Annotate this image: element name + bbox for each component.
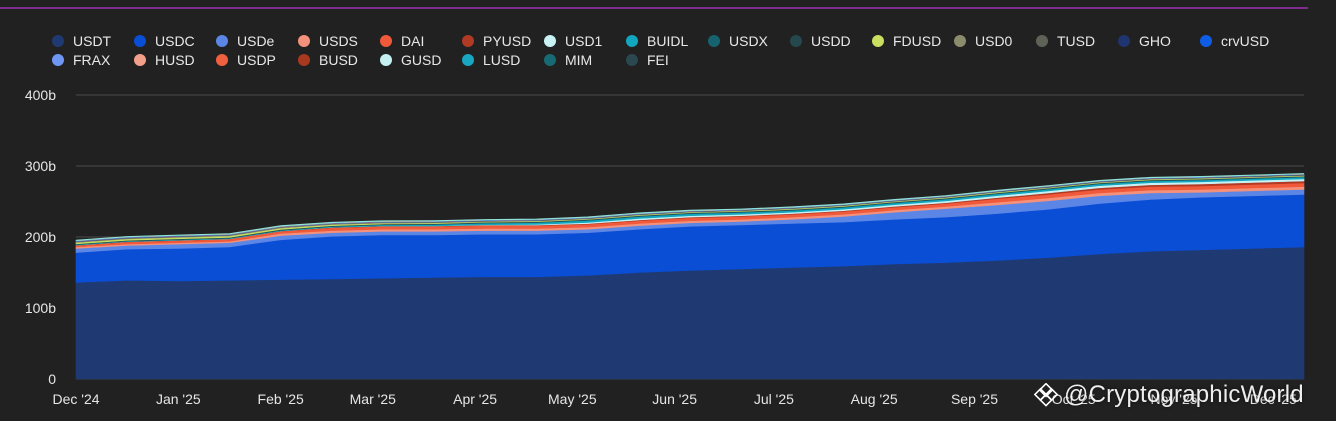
legend-label: USDC [155, 32, 195, 49]
y-tick-label: 0 [48, 371, 56, 387]
x-tick-label: Jun '25 [652, 391, 697, 407]
y-tick-label: 200b [25, 229, 56, 245]
legend-label: USD0 [975, 32, 1013, 49]
legend-item-usds[interactable]: USDS [298, 32, 380, 49]
legend-swatch [1200, 34, 1212, 47]
legend-item-usde[interactable]: USDe [216, 32, 298, 49]
legend-label: USDe [237, 32, 275, 49]
x-tick-label: Dec '25 [1250, 391, 1297, 407]
x-tick-label: Feb '25 [258, 391, 304, 407]
legend-label: USDP [237, 51, 276, 68]
legend-item-usdx[interactable]: USDX [708, 32, 790, 49]
legend-item-usdp[interactable]: USDP [216, 51, 298, 68]
legend-swatch [544, 34, 556, 47]
legend-swatch [134, 53, 146, 66]
watermark-text: @CryptographicWorld [1064, 381, 1304, 408]
area-top-edge [75, 173, 1305, 241]
legend-swatch [298, 34, 310, 47]
legend-swatch [1118, 34, 1130, 47]
x-tick-label: Apr '25 [453, 391, 497, 407]
legend-item-fei[interactable]: FEI [626, 51, 708, 68]
legend-swatch [1036, 34, 1048, 47]
legend-swatch [462, 53, 474, 66]
legend-item-husd[interactable]: HUSD [134, 51, 216, 68]
legend-item-usdt[interactable]: USDT [52, 32, 134, 49]
legend-item-mim[interactable]: MIM [544, 51, 626, 68]
legend-label: FEI [647, 51, 669, 68]
legend-label: BUSD [319, 51, 358, 68]
legend-item-fdusd[interactable]: FDUSD [872, 32, 954, 49]
legend-item-gho[interactable]: GHO [1118, 32, 1200, 49]
legend-item-crvusd[interactable]: crvUSD [1200, 32, 1282, 49]
legend-swatch [626, 53, 638, 66]
axis-layer: 0 100b 200b 300b 400b Dec '24 Jan '25 Feb '25 Ma… [25, 87, 1297, 407]
legend-label: USDX [729, 32, 768, 49]
y-tick-label: 300b [25, 158, 56, 174]
legend-label: USDS [319, 32, 358, 49]
legend-label: TUSD [1057, 32, 1096, 49]
x-tick-label: Oct '25 [1052, 391, 1096, 407]
legend-swatch [380, 34, 392, 47]
legend-item-pyusd[interactable]: PYUSD [462, 32, 544, 49]
x-tick-label: Nov '25 [1151, 391, 1198, 407]
legend-swatch [134, 34, 146, 47]
legend-item-usd1[interactable]: USD1 [544, 32, 626, 49]
legend-swatch [872, 34, 884, 47]
x-tick-label: Jul '25 [754, 391, 794, 407]
x-tick-label: May '25 [548, 391, 597, 407]
legend-label: USDD [811, 32, 851, 49]
legend-swatch [380, 53, 392, 66]
legend-swatch [544, 53, 556, 66]
legend-swatch [216, 34, 228, 47]
legend-item-buidl[interactable]: BUIDL [626, 32, 708, 49]
legend-item-busd[interactable]: BUSD [298, 51, 380, 68]
legend-swatch [52, 34, 64, 47]
legend-label: GUSD [401, 51, 442, 68]
y-tick-label: 400b [25, 87, 56, 103]
legend-swatch [462, 34, 474, 47]
x-tick-label: Mar '25 [350, 391, 396, 407]
legend-swatch [790, 34, 802, 47]
legend-swatch [708, 34, 720, 47]
legend-item-usdd[interactable]: USDD [790, 32, 872, 49]
top-accent-line [0, 7, 1308, 9]
watermark: @CryptographicWorld [1034, 381, 1304, 409]
x-tick-label: Sep '25 [951, 391, 998, 407]
legend-item-frax[interactable]: FRAX [52, 51, 134, 68]
legend-label: FDUSD [893, 32, 942, 49]
legend-label: MIM [565, 51, 593, 68]
x-tick-label: Aug '25 [851, 391, 898, 407]
legend-item-lusd[interactable]: LUSD [462, 51, 544, 68]
legend-item-tusd[interactable]: TUSD [1036, 32, 1118, 49]
legend-label: GHO [1139, 32, 1171, 49]
binance-diamond-icon [1034, 383, 1058, 407]
legend-label: PYUSD [483, 32, 532, 49]
legend-item-usd0[interactable]: USD0 [954, 32, 1036, 49]
legend-label: USDT [73, 32, 112, 49]
legend-label: USD1 [565, 32, 603, 49]
legend-swatch [626, 34, 638, 47]
x-tick-label: Jan '25 [156, 391, 201, 407]
legend-label: crvUSD [1221, 32, 1270, 49]
legend-label: HUSD [155, 51, 195, 68]
legend-item-gusd[interactable]: GUSD [380, 51, 462, 68]
y-tick-label: 100b [25, 300, 56, 316]
legend-label: LUSD [483, 51, 521, 68]
legend-label: DAI [401, 32, 425, 49]
legend-swatch [298, 53, 310, 66]
x-tick-label: Dec '24 [52, 391, 99, 407]
legend-swatch [216, 53, 228, 66]
legend-label: BUIDL [647, 32, 689, 49]
legend-swatch [52, 53, 64, 66]
legend-swatch [954, 34, 966, 47]
chart-legend: USDT USDC USDe USDS DAI PYUSD USD1 BUIDL USDX USD… [52, 32, 1312, 68]
area-layer [75, 173, 1305, 380]
legend-label: FRAX [73, 51, 111, 68]
legend-item-dai[interactable]: DAI [380, 32, 462, 49]
legend-item-usdc[interactable]: USDC [134, 32, 216, 49]
